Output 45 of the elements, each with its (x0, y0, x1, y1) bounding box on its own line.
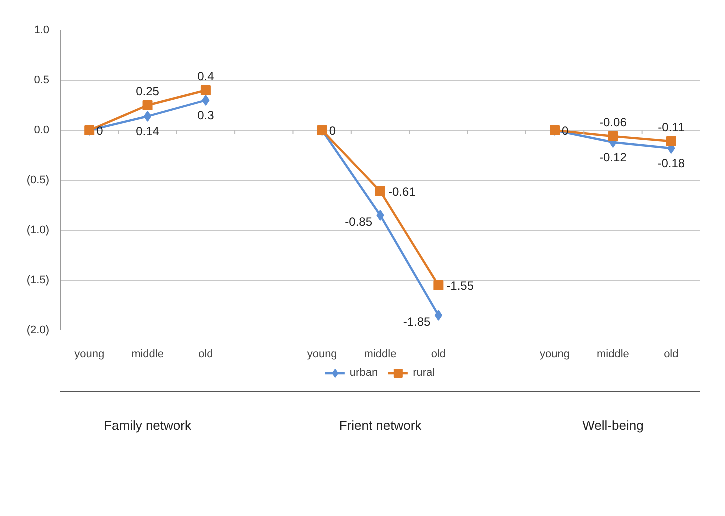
point (142, 100, 153, 110)
point (202, 95, 210, 106)
y-tick-label: (0.5) (26, 174, 50, 186)
point (376, 186, 386, 196)
data-label: 0 (562, 124, 570, 138)
y-tick-label: (1.0) (26, 224, 50, 236)
data-label: -0.18 (658, 156, 686, 170)
point (434, 280, 444, 290)
x-tick-label: young (74, 348, 105, 360)
y-tick-label: (2.0) (26, 324, 50, 336)
data-label: 0.14 (136, 124, 160, 138)
x-tick-label: old (664, 348, 679, 360)
data-label: -0.11 (658, 120, 685, 134)
data-label: -0.06 (600, 116, 628, 130)
legend-label: rural (413, 367, 436, 379)
data-label: -1.85 (403, 315, 432, 329)
x-tick-label: middle (597, 348, 630, 360)
y-tick-label: (1.5) (26, 274, 50, 286)
data-label: -1.55 (446, 279, 474, 293)
y-tick-label: 1.0 (34, 24, 50, 36)
x-tick-label: old (431, 348, 446, 360)
x-tick-label: middle (132, 348, 164, 360)
data-label: 0 (329, 124, 336, 138)
point (434, 310, 443, 321)
x-tick-label: young (307, 348, 338, 360)
text: Well-being (582, 418, 644, 433)
data-label: -0.12 (600, 150, 628, 164)
data-label: -0.85 (345, 215, 373, 229)
point (200, 86, 211, 96)
x-tick-label: old (198, 348, 214, 360)
point (376, 210, 384, 221)
data-label: 0.3 (198, 108, 215, 122)
x-tick-label: middle (364, 348, 397, 360)
data-label: -0.61 (388, 185, 416, 199)
y-tick-label: 0.5 (34, 74, 50, 86)
point (608, 132, 618, 142)
text: Frient network (339, 418, 422, 433)
point (144, 111, 152, 122)
data-label: 0.25 (136, 84, 160, 98)
x-tick-label: young (540, 348, 570, 360)
data-label: 0.4 (198, 70, 215, 84)
text: Family network (104, 418, 192, 433)
legend-label: urban (350, 367, 378, 379)
point (666, 136, 676, 146)
y-tick-label: 0.0 (34, 124, 50, 136)
